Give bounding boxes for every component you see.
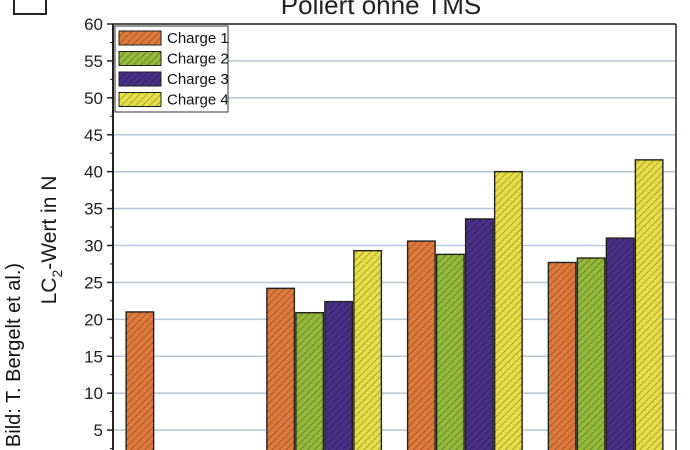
bar-hatch [266, 288, 295, 450]
bar-hatch [436, 254, 465, 450]
legend-label: Charge 3 [167, 71, 229, 88]
bar-hatch [548, 262, 576, 450]
bar-hatch [324, 301, 353, 450]
bar-hatch [465, 218, 494, 450]
y-axis-label-subscript: 2 [49, 270, 65, 278]
bar-hatch [295, 312, 324, 450]
bar-hatch [353, 250, 382, 450]
legend-label: Charge 4 [167, 92, 229, 109]
legend-swatch-hatch [119, 72, 161, 86]
y-tick-label: 45 [84, 126, 103, 145]
y-tick-label: 50 [84, 89, 103, 108]
legend-swatch-hatch [119, 92, 161, 107]
bar-hatch [635, 159, 663, 450]
legend-swatch-hatch [119, 31, 161, 45]
y-tick-label: 10 [84, 384, 103, 403]
bar-hatch [407, 241, 436, 450]
y-tick-label: 60 [84, 15, 103, 34]
bar-hatch [494, 171, 523, 450]
y-tick-label: 25 [84, 273, 103, 292]
image-credit: Bild: T. Bergelt et al.) [3, 263, 25, 447]
panel-corner-mark [13, 0, 47, 15]
legend-label: Charge 1 [167, 30, 229, 47]
y-axis-label: LC2-Wert in N [38, 176, 65, 305]
y-tick-label: 55 [84, 52, 103, 71]
y-tick-label: 30 [84, 237, 103, 256]
legend-swatch-hatch [119, 51, 161, 66]
y-tick-label: 5 [94, 421, 103, 440]
bar-hatch [606, 238, 634, 450]
legend: Charge 1 Charge 2 Charge 3 Charge 4 [114, 25, 229, 113]
bar-hatch [577, 258, 605, 450]
legend-label: Charge 2 [167, 51, 229, 68]
chart-title: Poliert ohne TMS [281, 0, 481, 20]
y-tick-label: 20 [84, 310, 103, 329]
bar-hatch [126, 311, 154, 450]
y-ticks: 5 10 15 20 25 30 35 40 45 50 55 60 [84, 15, 113, 450]
y-tick-label: 35 [84, 200, 103, 219]
y-axis-label-rest: -Wert in N [38, 176, 61, 270]
bars [125, 159, 664, 450]
y-tick-label: 40 [84, 163, 103, 182]
y-tick-label: 15 [84, 347, 103, 366]
y-axis-label-main: LC [38, 278, 61, 305]
